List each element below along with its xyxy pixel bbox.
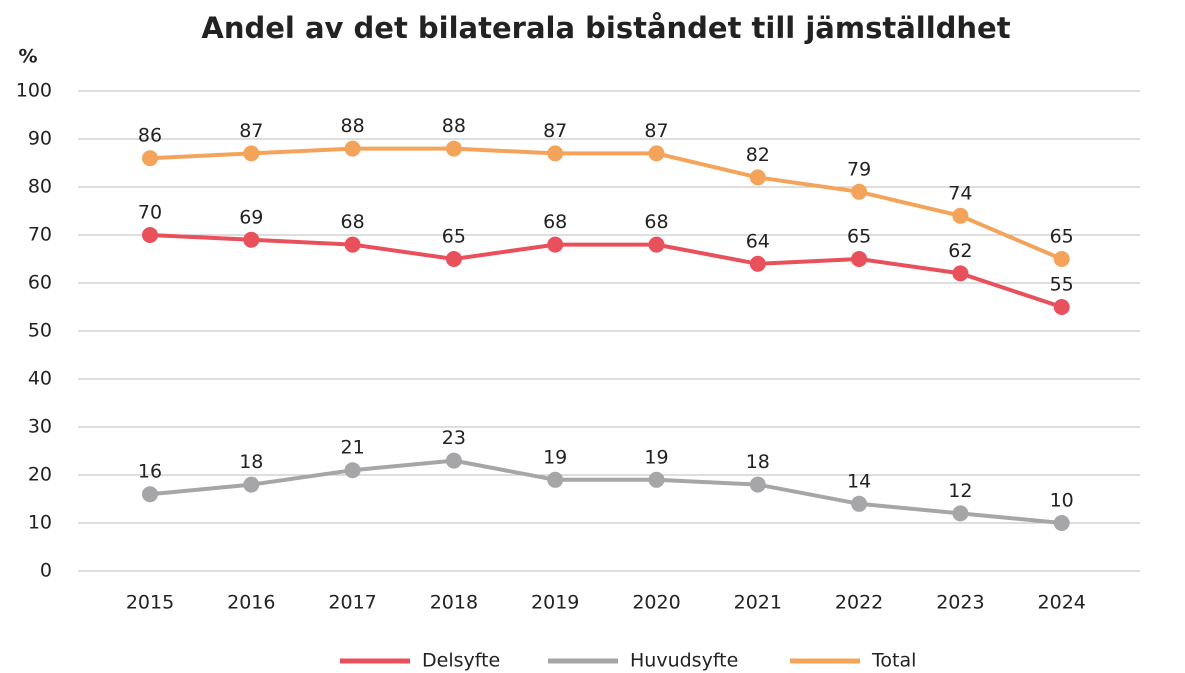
data-label: 55	[1050, 274, 1074, 296]
point	[1053, 299, 1070, 315]
data-label: 65	[847, 226, 871, 248]
point	[243, 476, 260, 493]
data-label: 86	[138, 125, 162, 147]
series-line	[149, 458, 1062, 525]
point	[445, 452, 462, 469]
chart-title: Andel av det bilaterala biståndet till j…	[201, 11, 1010, 45]
point	[952, 207, 969, 224]
data-label: 82	[746, 144, 770, 166]
y-tick-label: 60	[28, 272, 52, 294]
data-label: 79	[847, 158, 871, 180]
point	[851, 183, 868, 200]
x-tick-label: 2015	[126, 592, 174, 614]
point	[952, 505, 969, 522]
point	[547, 471, 564, 488]
data-label: 88	[341, 115, 365, 137]
point	[851, 251, 868, 267]
point	[142, 150, 158, 167]
data-label: 62	[948, 240, 972, 262]
y-tick-label: 100	[16, 80, 52, 102]
point	[1053, 515, 1070, 531]
data-label: 21	[341, 437, 365, 459]
data-label: 74	[948, 182, 972, 204]
point	[142, 486, 158, 503]
data-label: 23	[442, 427, 466, 449]
point	[851, 495, 868, 512]
data-label: 64	[746, 230, 770, 252]
data-label: 68	[341, 211, 365, 233]
data-label: 65	[442, 226, 466, 248]
point	[648, 471, 665, 488]
legend-label: Total	[871, 650, 916, 672]
x-tick-label: 2021	[734, 592, 782, 614]
y-axis-label: %	[18, 46, 37, 68]
point	[445, 251, 462, 267]
point	[142, 227, 158, 243]
data-label: 69	[239, 206, 263, 228]
x-tick-label: 2024	[1038, 592, 1086, 614]
y-tick-label: 90	[28, 128, 52, 150]
data-label: 87	[239, 120, 263, 142]
data-label: 87	[644, 120, 668, 142]
data-label: 70	[138, 202, 162, 224]
data-label: 18	[239, 451, 263, 473]
series-line	[149, 146, 1063, 261]
data-label: 19	[644, 446, 668, 468]
y-tick-label: 70	[28, 224, 52, 246]
point	[344, 140, 361, 157]
y-tick-label: 20	[28, 464, 52, 486]
point	[547, 145, 564, 162]
point	[952, 265, 969, 282]
y-tick-label: 50	[28, 320, 52, 342]
x-tick-label: 2018	[430, 592, 478, 614]
y-tick-label: 80	[28, 176, 52, 198]
y-tick-label: 10	[28, 512, 52, 534]
data-label: 19	[543, 446, 567, 468]
point	[1053, 251, 1070, 267]
data-label: 68	[644, 211, 668, 233]
point	[648, 145, 665, 162]
x-tick-label: 2023	[936, 592, 984, 614]
data-label: 18	[746, 451, 770, 473]
point	[648, 236, 665, 253]
point	[243, 231, 260, 248]
data-label: 88	[442, 115, 466, 137]
point	[243, 145, 260, 162]
x-tick-label: 2019	[531, 592, 579, 614]
y-tick-label: 0	[40, 560, 52, 582]
point	[749, 169, 766, 186]
y-tick-label: 40	[28, 368, 52, 390]
legend-label: Huvudsyfte	[630, 650, 738, 672]
point	[344, 462, 361, 479]
data-label: 87	[543, 120, 567, 142]
point	[547, 236, 564, 253]
point	[445, 140, 462, 157]
data-label: 16	[138, 461, 162, 483]
x-tick-label: 2017	[328, 592, 376, 614]
data-label: 14	[847, 470, 871, 492]
x-tick-label: 2020	[632, 592, 680, 614]
series-line	[149, 233, 1063, 309]
point	[344, 236, 361, 253]
data-label: 65	[1050, 226, 1074, 248]
point	[749, 476, 766, 493]
x-tick-label: 2016	[227, 592, 275, 614]
legend-label: Delsyfte	[422, 650, 500, 672]
x-tick-label: 2022	[835, 592, 883, 614]
data-label: 12	[948, 480, 972, 502]
data-label: 68	[543, 211, 567, 233]
y-tick-label: 30	[28, 416, 52, 438]
point	[749, 255, 766, 272]
data-label: 10	[1050, 490, 1074, 512]
